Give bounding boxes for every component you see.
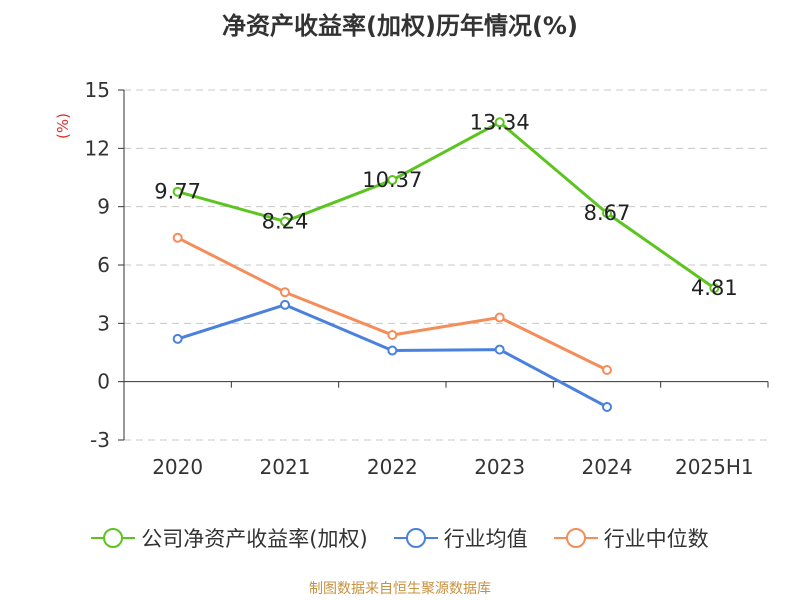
data-point [494, 117, 505, 128]
x-tick-label: 2022 [367, 455, 418, 479]
data-label: 8.67 [584, 201, 631, 225]
series-line [177, 303, 608, 409]
data-point [387, 345, 398, 356]
data-point [494, 344, 505, 355]
x-tick-label: 2023 [474, 455, 525, 479]
data-point [602, 365, 612, 375]
data-point [709, 283, 720, 294]
legend-item[interactable]: 行业均值 [393, 523, 528, 553]
legend-marker-icon [393, 528, 438, 548]
x-tick-label: 2021 [260, 455, 311, 479]
series-line [177, 120, 716, 290]
y-tick-label: 0 [97, 370, 110, 394]
legend-label: 行业中位数 [603, 527, 709, 551]
x-tick-label: 2025H1 [675, 455, 754, 479]
y-tick-label: -3 [90, 428, 110, 452]
y-tick-label: 15 [85, 78, 110, 102]
data-point [172, 333, 183, 344]
legend-marker-icon [553, 528, 598, 548]
data-label: 4.81 [691, 276, 738, 300]
data-point [387, 330, 398, 340]
data-point [280, 287, 290, 298]
data-point [172, 186, 183, 197]
data-point [280, 299, 290, 310]
data-label: 10.37 [362, 168, 422, 192]
legend-marker-icon [91, 528, 136, 548]
x-tick-label: 2020 [152, 455, 203, 479]
source-note: 制图数据来自恒生聚源数据库 [309, 581, 491, 597]
legend-label: 公司净资产收益率(加权) [141, 527, 368, 551]
data-point [602, 401, 612, 412]
data-point [172, 232, 183, 243]
y-axis-label: (%) [54, 113, 72, 139]
y-tick-label: 9 [97, 195, 110, 219]
legend-label: 行业均值 [443, 527, 528, 551]
data-point [494, 312, 505, 323]
legend-item[interactable]: 公司净资产收益率(加权) [91, 523, 368, 553]
y-tick-label: 6 [97, 253, 110, 277]
series-layer [172, 117, 720, 412]
chart-title: 净资产收益率(加权)历年情况(%) [222, 12, 578, 40]
data-point [387, 175, 398, 186]
y-tick-label: 3 [97, 311, 110, 335]
data-point [280, 216, 290, 227]
data-point [602, 208, 612, 219]
data-label: 9.77 [154, 180, 201, 204]
legend-item[interactable]: 行业中位数 [553, 523, 709, 553]
data-label: 8.24 [262, 209, 309, 233]
label-layer: 9.77 8.24 10.37 13.34 8.67 4.81 [154, 110, 737, 300]
x-tick-label: 2024 [582, 455, 633, 479]
legend: 公司净资产收益率(加权) 行业均值 行业中位数 [0, 518, 800, 558]
data-label: 13.34 [470, 110, 530, 134]
axis-layer: -3 0 3 6 9 12 15 (%) 2020 2021 2022 2023 2024 2025H1 [54, 78, 769, 479]
y-tick-label: 12 [85, 136, 110, 160]
